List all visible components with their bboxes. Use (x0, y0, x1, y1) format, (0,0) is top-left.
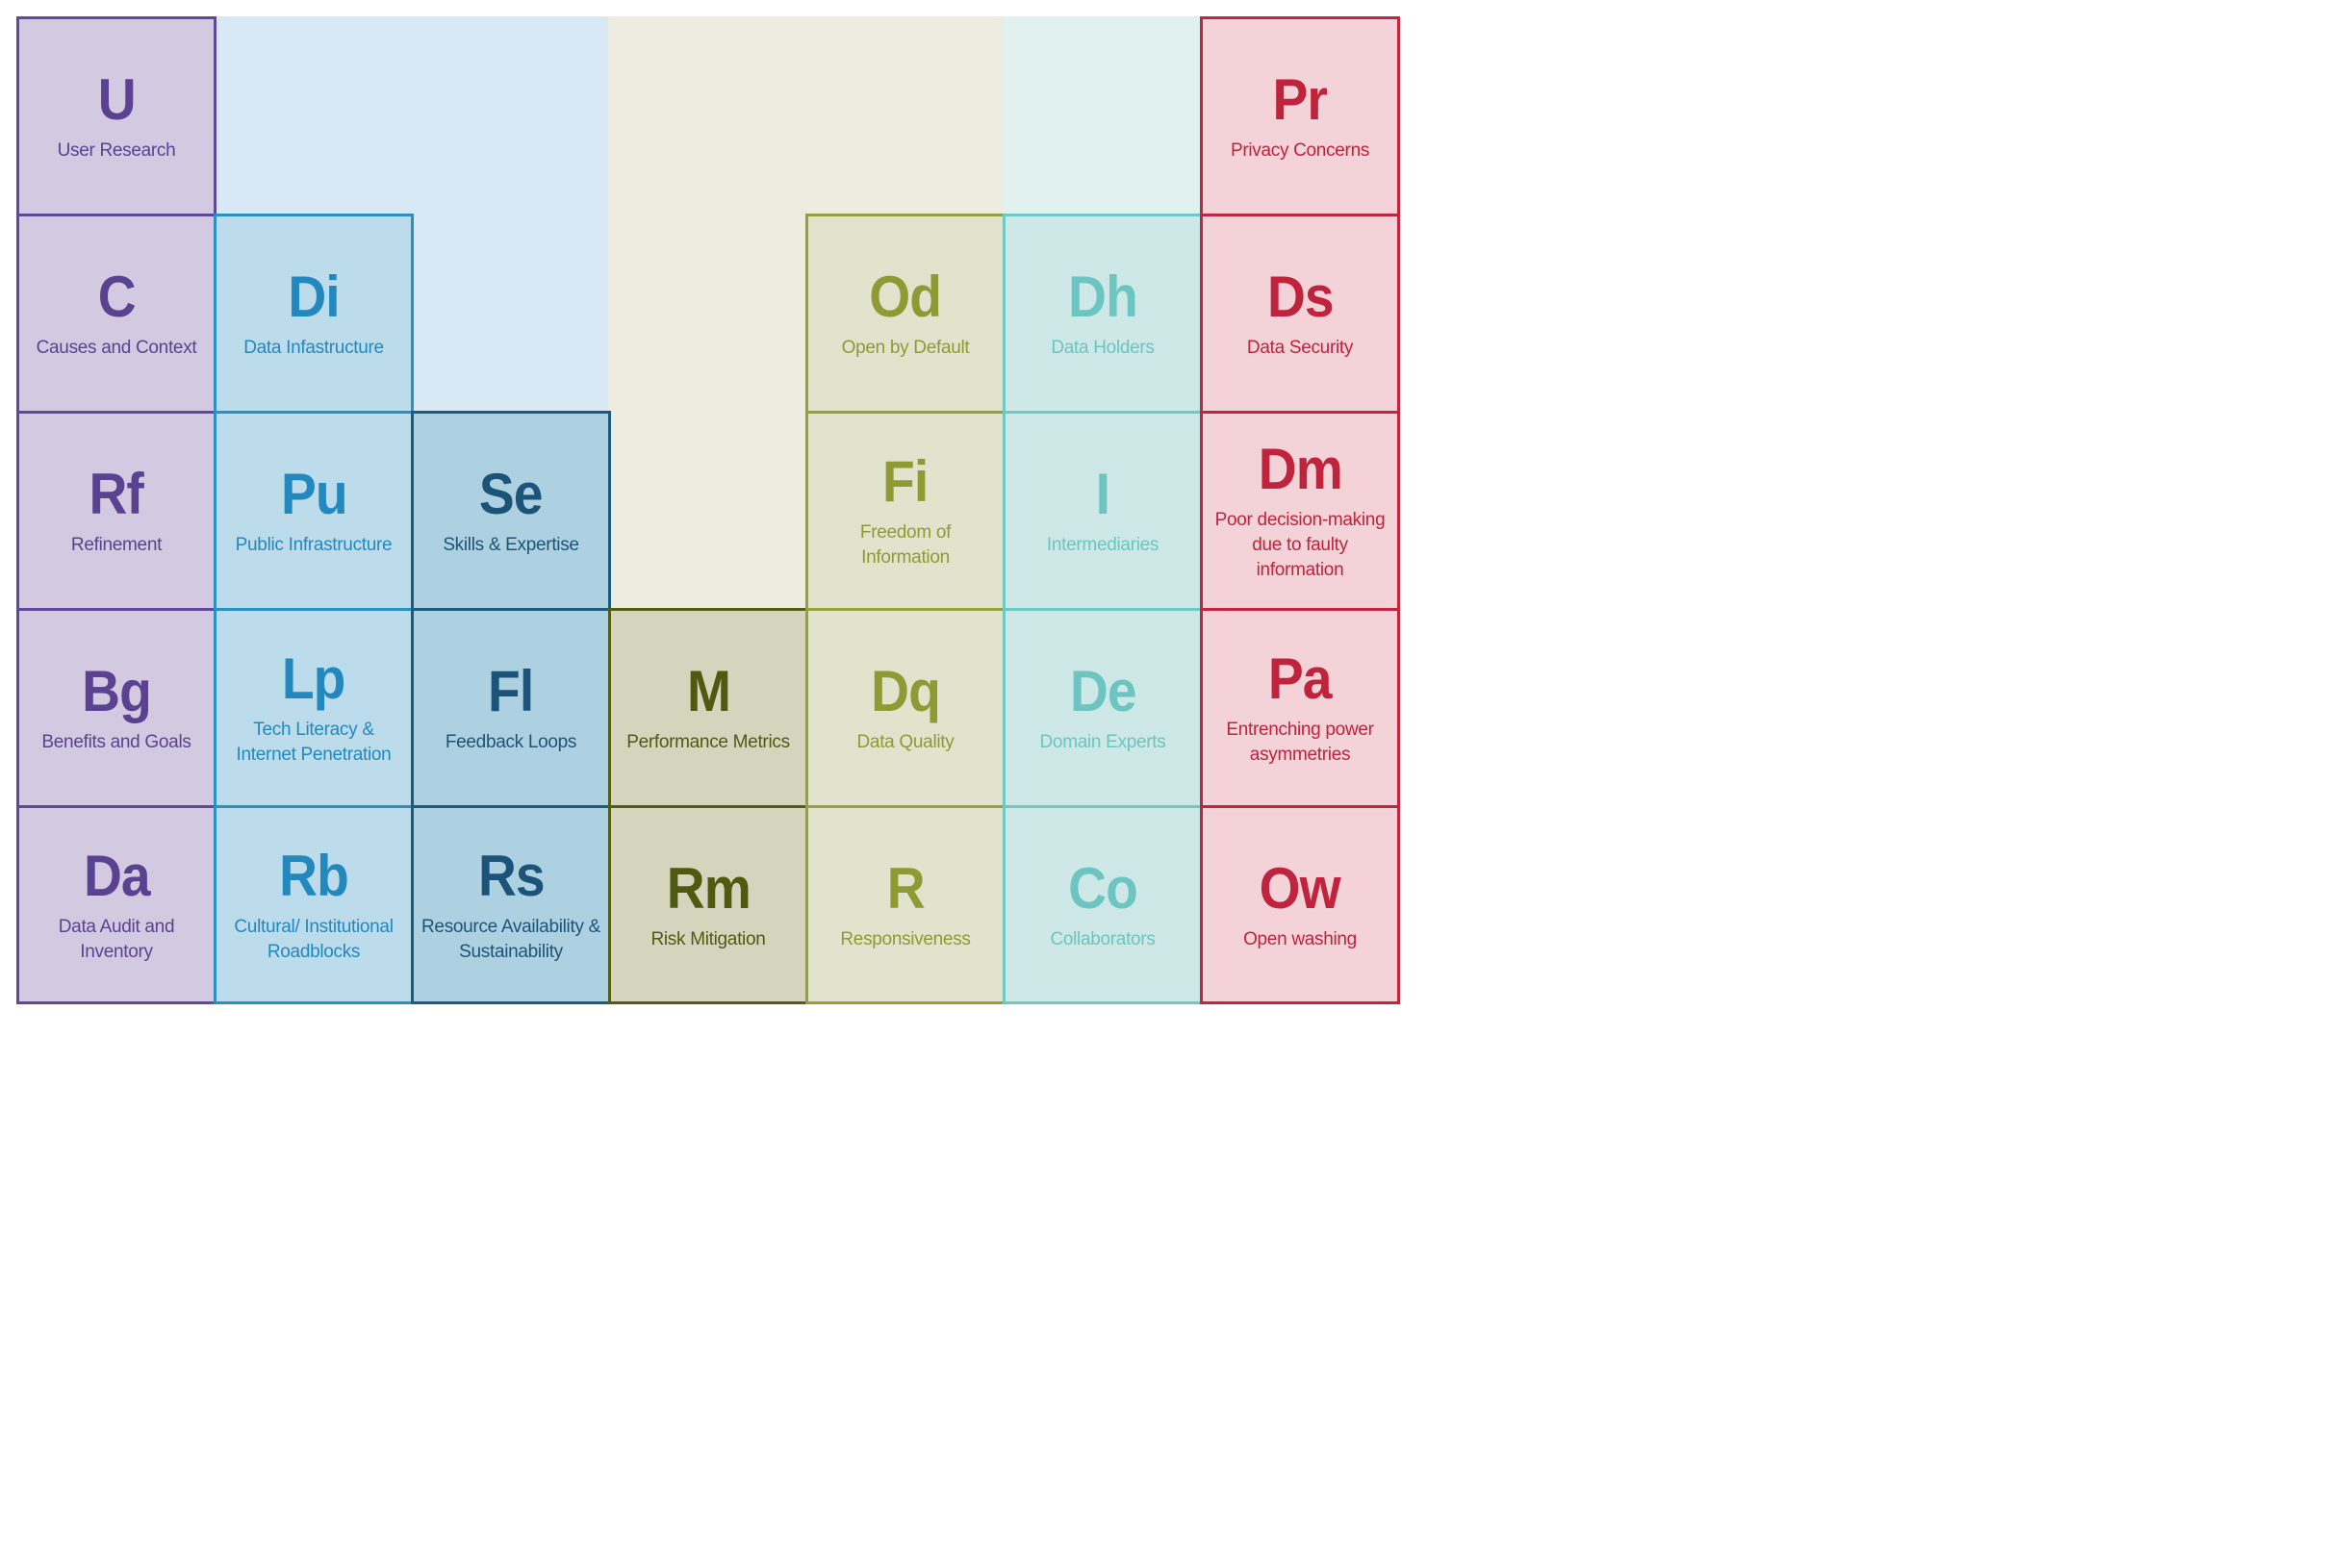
element-label: Open by Default (841, 338, 970, 358)
element-symbol: Ow (1259, 855, 1341, 921)
periodic-table: U User Research C Causes and Context Rf … (16, 16, 1403, 1004)
element-label: Data Infastructure (243, 338, 384, 358)
element-symbol: Di (288, 265, 340, 329)
element-symbol: Ds (1266, 265, 1335, 329)
element-label: Privacy Concerns (1230, 140, 1370, 161)
element-symbol: Co (1068, 855, 1138, 921)
element-symbol: Pr (1272, 67, 1328, 132)
element-tile-responsiveness: R Responsiveness (805, 805, 1006, 1004)
element-symbol: U (97, 67, 137, 132)
element-symbol: Dm (1258, 437, 1342, 501)
element-label: Tech Literacy & Internet Penetration (236, 720, 392, 765)
element-symbol: M (686, 659, 730, 723)
element-symbol: Rs (477, 843, 546, 908)
element-tile-performance-metrics: M Performance Metrics (608, 608, 808, 808)
element-symbol: C (97, 265, 137, 329)
element-symbol: Pa (1268, 646, 1333, 711)
element-tile-open-by-default: Od Open by Default (805, 214, 1006, 414)
element-tile-data-audit: Da Data Audit and Inventory (16, 805, 217, 1004)
element-label: Causes and Context (36, 338, 197, 358)
element-label: Data Audit and Inventory (58, 916, 175, 962)
element-tile-risk-mitigation: Rm Risk Mitigation (608, 805, 808, 1004)
element-tile-power-asymmetries: Pa Entrenching power asymmetries (1200, 608, 1400, 808)
element-tile-user-research: U User Research (16, 16, 217, 216)
element-symbol: Fl (488, 659, 534, 723)
element-label: Benefits and Goals (41, 732, 191, 752)
element-symbol: Fi (882, 449, 929, 514)
element-symbol: Lp (282, 646, 346, 711)
element-tile-refinement: Rf Refinement (16, 411, 217, 611)
element-tile-resource-availability: Rs Resource Availability & Sustainabilit… (411, 805, 611, 1004)
element-label: Cultural/ Institutional Roadblocks (234, 916, 394, 962)
element-tile-poor-decision-making: Dm Poor decision-making due to faulty in… (1200, 411, 1400, 611)
element-tile-collaborators: Co Collaborators (1003, 805, 1203, 1004)
element-label: Public Infrastructure (235, 535, 393, 555)
element-tile-public-infrastructure: Pu Public Infrastructure (214, 411, 414, 611)
element-symbol: Rm (666, 855, 751, 921)
element-tile-feedback-loops: Fl Feedback Loops (411, 608, 611, 808)
element-label: Entrenching power asymmetries (1226, 720, 1374, 765)
element-symbol: De (1069, 659, 1137, 723)
element-label: Performance Metrics (626, 732, 790, 752)
element-tile-intermediaries: I Intermediaries (1003, 411, 1203, 611)
element-tile-open-washing: Ow Open washing (1200, 805, 1400, 1004)
element-label: Freedom of Information (859, 522, 952, 568)
element-label: Skills & Expertise (443, 535, 579, 555)
element-symbol: Dq (871, 659, 941, 723)
element-label: Risk Mitigation (650, 928, 766, 949)
element-tile-benefits-and-goals: Bg Benefits and Goals (16, 608, 217, 808)
element-label: Open washing (1243, 928, 1357, 949)
element-symbol: Se (479, 462, 544, 526)
element-label: User Research (57, 140, 176, 161)
element-symbol: Rf (89, 462, 144, 526)
element-tile-domain-experts: De Domain Experts (1003, 608, 1203, 808)
element-symbol: I (1095, 462, 1110, 526)
element-label: Refinement (70, 535, 163, 555)
element-tile-data-infrastructure: Di Data Infastructure (214, 214, 414, 414)
element-label: Responsiveness (840, 928, 971, 949)
element-label: Data Holders (1051, 338, 1155, 358)
element-symbol: Da (83, 843, 151, 908)
element-label: Domain Experts (1039, 732, 1166, 752)
element-symbol: Dh (1068, 265, 1138, 329)
element-symbol: R (886, 855, 926, 921)
element-label: Poor decision-making due to faulty infor… (1214, 510, 1386, 580)
element-symbol: Rb (279, 843, 349, 908)
element-label: Intermediaries (1046, 535, 1159, 555)
element-tile-tech-literacy: Lp Tech Literacy & Internet Penetration (214, 608, 414, 808)
element-symbol: Bg (82, 659, 152, 723)
element-label: Resource Availability & Sustainability (421, 916, 601, 962)
element-label: Feedback Loops (445, 732, 577, 752)
element-tile-data-security: Ds Data Security (1200, 214, 1400, 414)
element-symbol: Pu (280, 462, 348, 526)
element-tile-skills-expertise: Se Skills & Expertise (411, 411, 611, 611)
element-tile-data-holders: Dh Data Holders (1003, 214, 1203, 414)
element-tile-causes-and-context: C Causes and Context (16, 214, 217, 414)
element-tile-data-quality: Dq Data Quality (805, 608, 1006, 808)
element-tile-freedom-of-information: Fi Freedom of Information (805, 411, 1006, 611)
element-tile-roadblocks: Rb Cultural/ Institutional Roadblocks (214, 805, 414, 1004)
element-tile-privacy-concerns: Pr Privacy Concerns (1200, 16, 1400, 216)
element-label: Collaborators (1050, 928, 1156, 949)
element-symbol: Od (869, 265, 943, 329)
element-label: Data Quality (856, 732, 955, 752)
element-label: Data Security (1246, 338, 1354, 358)
